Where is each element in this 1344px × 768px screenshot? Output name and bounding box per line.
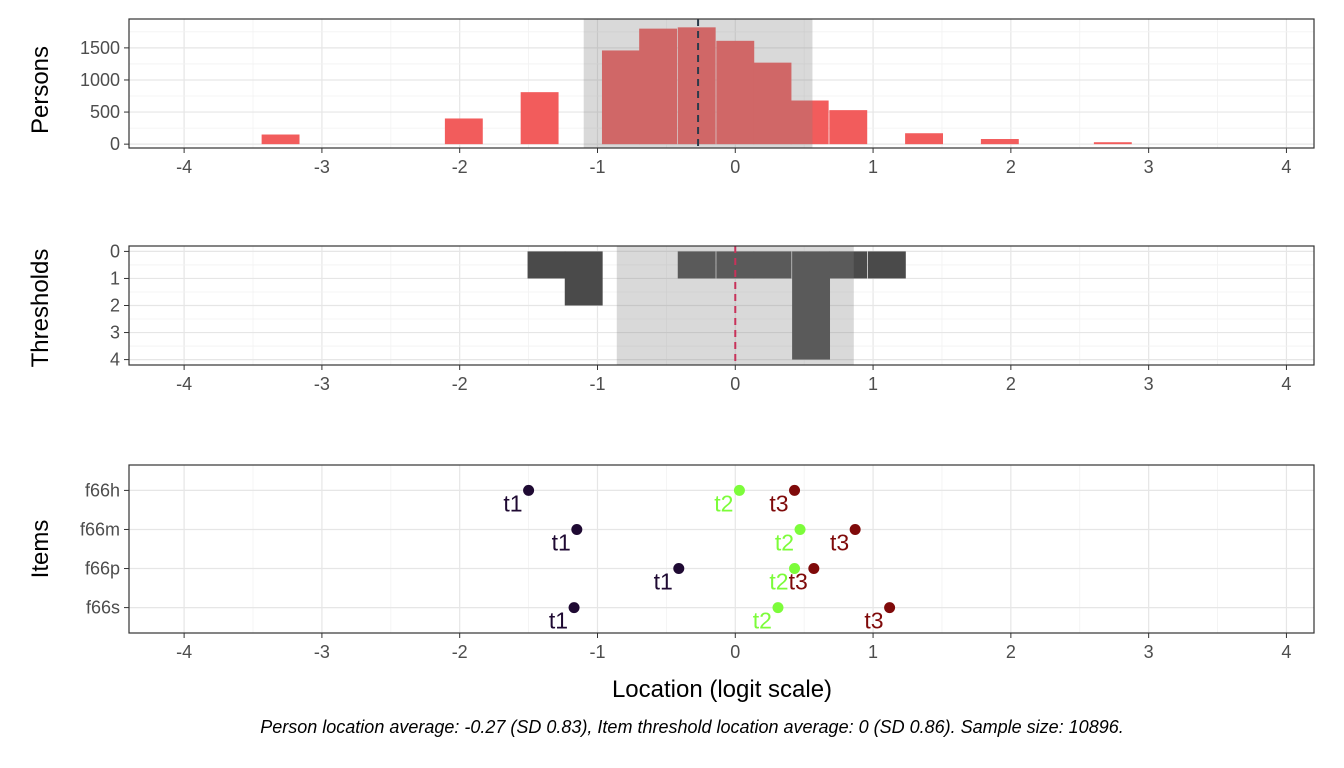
threshold-label-t3: t3 [769, 490, 788, 516]
threshold-label-t3: t3 [864, 608, 883, 634]
y-tick-label: 500 [90, 102, 120, 122]
histogram-bar [1093, 142, 1132, 145]
threshold-label-t2: t2 [753, 608, 772, 634]
x-tick-label: 2 [1006, 642, 1016, 662]
x-tick-label: 3 [1144, 374, 1154, 394]
threshold-label-t1: t1 [552, 529, 571, 555]
histogram-bar [564, 251, 603, 306]
y-tick-label: 1500 [80, 38, 120, 58]
threshold-point-t1 [673, 563, 685, 575]
histogram-bar [792, 251, 831, 360]
x-tick-label: 0 [730, 157, 740, 177]
threshold-point-t2 [794, 523, 806, 535]
item-label: f66h [85, 480, 120, 500]
thresholds-axis-title: Thresholds [27, 249, 54, 368]
panel-border [128, 18, 1315, 149]
threshold-label-t1: t1 [549, 608, 568, 634]
y-tick-label: 0 [110, 241, 120, 261]
x-tick-label: -2 [452, 374, 468, 394]
x-tick-label: -3 [314, 374, 330, 394]
threshold-label-t2: t2 [769, 569, 788, 595]
histogram-bar [716, 40, 755, 145]
x-tick-label: -4 [176, 642, 192, 662]
histogram-bar [790, 100, 829, 145]
histogram-bar [677, 27, 716, 145]
items-axis-title: Items [27, 520, 54, 579]
x-tick-label: 4 [1281, 157, 1291, 177]
threshold-label-t3: t3 [830, 529, 849, 555]
item-label: f66s [86, 598, 120, 618]
histogram-bar [677, 251, 716, 279]
histogram-bar [601, 50, 640, 145]
x-tick-label: -4 [176, 157, 192, 177]
x-tick-label: 2 [1006, 374, 1016, 394]
x-axis-title: Location (logit scale) [612, 676, 832, 703]
y-tick-label: 1000 [80, 70, 120, 90]
histogram-bar [520, 92, 559, 145]
threshold-label-t2: t2 [775, 529, 794, 555]
x-tick-label: 1 [868, 157, 878, 177]
threshold-point-t1 [568, 602, 580, 614]
histogram-bar [444, 118, 483, 145]
thresholds-panel: 0 1 2 3 4 -4 -3 -2 -1 0 1 2 3 4 [110, 241, 1315, 394]
threshold-label-t1: t1 [503, 490, 522, 516]
y-tick-label: 1 [110, 268, 120, 288]
x-tick-label: -1 [589, 157, 605, 177]
x-tick-label: -1 [589, 642, 605, 662]
histogram-bar [829, 251, 868, 279]
threshold-point-t2 [772, 602, 784, 614]
histogram-bar [261, 134, 300, 145]
items-panel: f66hf66mf66pf66st1t1t1t1t2t2t2t2t3t3t3t3… [80, 464, 1315, 662]
x-tick-label: -3 [314, 157, 330, 177]
x-tick-label: -1 [589, 374, 605, 394]
y-tick-label: 2 [110, 296, 120, 316]
x-tick-label: 3 [1144, 157, 1154, 177]
persons-panel: 0 500 1000 1500 -4 -3 -2 -1 0 1 2 3 4 [80, 18, 1315, 177]
x-tick-label: 4 [1281, 642, 1291, 662]
threshold-point-t1 [523, 484, 535, 496]
persons-axis-title: Persons [27, 46, 54, 134]
threshold-label-t3: t3 [789, 569, 808, 595]
x-tick-label: 3 [1144, 642, 1154, 662]
threshold-point-t3 [849, 523, 861, 535]
panel-border [128, 464, 1315, 634]
threshold-point-t1 [571, 523, 583, 535]
threshold-point-t2 [789, 563, 801, 575]
histogram-bar [753, 251, 792, 279]
threshold-label-t2: t2 [714, 490, 733, 516]
histogram-bar [905, 133, 943, 145]
x-tick-label: 4 [1281, 374, 1291, 394]
y-tick-label: 0 [110, 134, 120, 154]
threshold-point-t2 [733, 484, 745, 496]
x-tick-label: -2 [452, 642, 468, 662]
histogram-bar [527, 251, 566, 279]
x-tick-label: -2 [452, 157, 468, 177]
histogram-bar [867, 251, 906, 279]
x-tick-label: 2 [1006, 157, 1016, 177]
threshold-point-t3 [884, 602, 896, 614]
histogram-bar [829, 110, 868, 145]
x-tick-label: 0 [730, 374, 740, 394]
threshold-point-t3 [808, 563, 820, 575]
item-label: f66m [80, 519, 120, 539]
item-label: f66p [85, 559, 120, 579]
x-tick-label: 0 [730, 642, 740, 662]
x-tick-label: -4 [176, 374, 192, 394]
panel-border [128, 245, 1315, 366]
threshold-point-t3 [789, 484, 801, 496]
y-tick-label: 4 [110, 350, 120, 370]
histogram-bar [639, 28, 678, 145]
threshold-label-t1: t1 [654, 569, 673, 595]
histogram-bar [753, 62, 792, 145]
panel-background [129, 465, 1314, 633]
y-tick-label: 3 [110, 323, 120, 343]
x-tick-label: 1 [868, 642, 878, 662]
x-tick-label: 1 [868, 374, 878, 394]
histogram-bar [980, 139, 1019, 145]
x-tick-label: -3 [314, 642, 330, 662]
caption: Person location average: -0.27 (SD 0.83)… [260, 717, 1123, 737]
